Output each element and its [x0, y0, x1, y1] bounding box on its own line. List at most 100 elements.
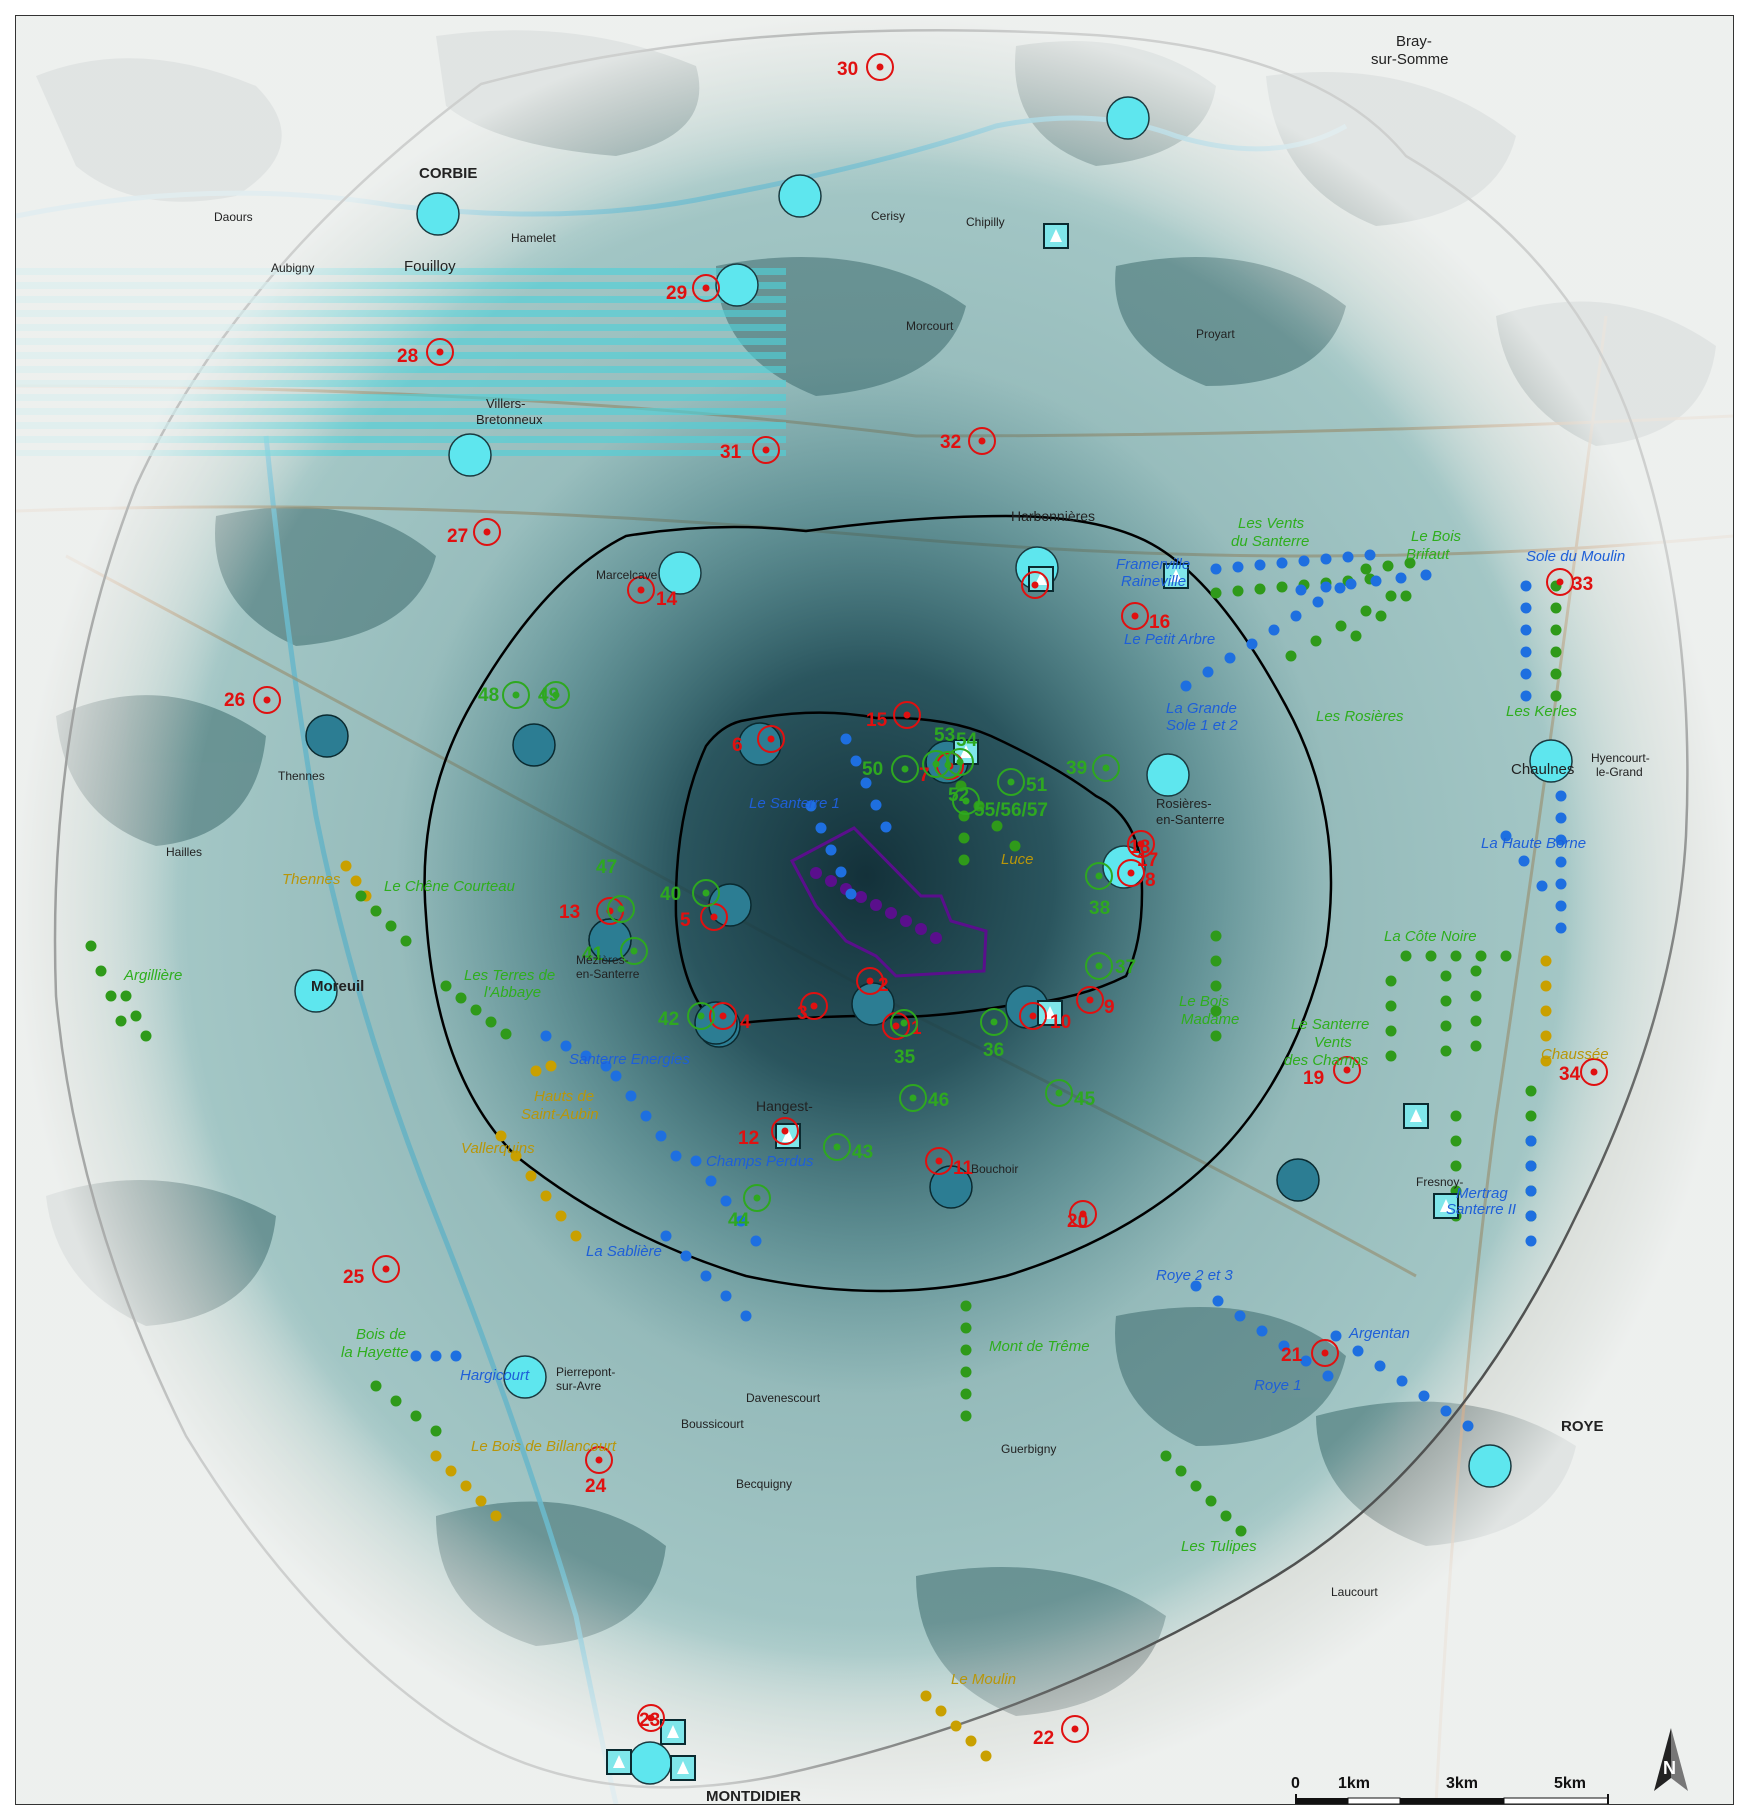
- viewpoint-green[interactable]: 37: [1085, 952, 1136, 980]
- viewpoint-green[interactable]: 36: [980, 1008, 1008, 1061]
- town-hyencourt: Hyencourt-: [1591, 751, 1650, 765]
- monument-circle[interactable]: [1102, 845, 1146, 889]
- wind-turbine: [1210, 1030, 1222, 1042]
- viewpoint-red[interactable]: 21: [1281, 1339, 1339, 1367]
- viewpoint-red[interactable]: 31: [720, 436, 780, 464]
- viewpoint-red-label: 33: [1572, 574, 1593, 595]
- viewpoint-green[interactable]: 39: [1066, 754, 1120, 782]
- wind-turbine: [690, 1155, 702, 1167]
- viewpoint-red[interactable]: 27: [447, 518, 501, 547]
- wind-turbine: [1520, 690, 1532, 702]
- viewpoint-red[interactable]: 15: [866, 701, 921, 731]
- viewpoint-red[interactable]: 14: [627, 576, 678, 610]
- viewpoint-red[interactable]: 29: [666, 274, 720, 304]
- viewpoint-green[interactable]: 45: [1045, 1079, 1096, 1110]
- wind-turbine: [1224, 652, 1236, 664]
- wind-turbine: [1470, 965, 1482, 977]
- viewpoint-red-label: 7: [919, 765, 930, 786]
- viewpoint-red[interactable]: 10: [1019, 1002, 1071, 1033]
- map-canvas[interactable]: 1234567891011121314151617181920212223242…: [16, 16, 1733, 1804]
- viewpoint-green[interactable]: 54: [946, 730, 978, 776]
- park-bois-madame-2: Madame: [1181, 1011, 1239, 1028]
- viewpoint-green[interactable]: 42: [658, 1002, 715, 1030]
- viewpoint-red[interactable]: 19: [1303, 1056, 1361, 1089]
- viewpoint-red[interactable]: 4: [709, 1002, 751, 1033]
- viewpoint-green[interactable]: 47: [596, 857, 635, 923]
- viewpoint-green[interactable]: 46: [899, 1084, 949, 1112]
- heritage-icon[interactable]: [1043, 223, 1069, 249]
- north-label: N: [1663, 1758, 1676, 1778]
- monument-circle[interactable]: [503, 1355, 547, 1399]
- viewpoint-red[interactable]: 11: [925, 1147, 974, 1179]
- viewpoint-red[interactable]: 32: [940, 427, 996, 455]
- viewpoint-green[interactable]: 35: [890, 1009, 918, 1068]
- wind-turbine: [455, 992, 467, 1004]
- monument-circle[interactable]: [658, 551, 702, 595]
- viewpoint-red[interactable]: 3: [797, 992, 828, 1024]
- park-santerre-1: Le Santerre 1: [749, 795, 840, 812]
- wind-turbine: [805, 800, 817, 812]
- viewpoint-green[interactable]: 48: [478, 681, 530, 709]
- viewpoint-red[interactable]: 23: [637, 1704, 665, 1732]
- viewpoint-red[interactable]: 30: [837, 53, 894, 81]
- monument-circle[interactable]: [1106, 96, 1150, 140]
- monument-circle[interactable]: [416, 192, 460, 236]
- viewpoint-green[interactable]: 41: [582, 937, 648, 965]
- viewpoint-red[interactable]: 22: [1033, 1715, 1089, 1749]
- viewpoint-red[interactable]: 33: [1546, 568, 1593, 596]
- viewpoint-red[interactable]: 26: [224, 686, 281, 714]
- wind-turbine: [370, 905, 382, 917]
- monument-circle[interactable]: [778, 174, 822, 218]
- viewpoint-red[interactable]: 9: [1076, 986, 1115, 1018]
- wind-turbine: [1254, 559, 1266, 571]
- viewpoint-green[interactable]: 38: [1085, 862, 1113, 919]
- viewpoint-red[interactable]: 28: [397, 338, 454, 367]
- monument-circle-hidden[interactable]: [305, 714, 349, 758]
- viewpoint-red[interactable]: 17: [1121, 602, 1158, 871]
- viewpoint-red[interactable]: 12: [738, 1117, 799, 1149]
- monument-circle-hidden[interactable]: [851, 982, 895, 1026]
- wind-turbine: [500, 1028, 512, 1040]
- viewpoint-green[interactable]: 43: [823, 1133, 873, 1163]
- park-hargicourt: Hargicourt: [460, 1367, 530, 1384]
- monument-circle[interactable]: [1529, 739, 1573, 783]
- viewpoint-red[interactable]: 2: [856, 967, 889, 996]
- monument-circle-hidden[interactable]: [694, 1001, 738, 1045]
- viewpoint-red[interactable]: 25: [343, 1255, 400, 1288]
- viewpoint-red[interactable]: 24: [585, 1446, 613, 1497]
- viewpoint-red[interactable]: 34: [1559, 1058, 1608, 1086]
- monument-circle-hidden[interactable]: [1276, 1158, 1320, 1202]
- viewpoint-red[interactable]: 16: [1021, 571, 1170, 633]
- monument-circle-hidden[interactable]: [512, 723, 556, 767]
- wind-turbine: [440, 980, 452, 992]
- wind-turbine: [640, 1110, 652, 1122]
- monument-circle[interactable]: [715, 263, 759, 307]
- viewpoint-green[interactable]: 50: [862, 755, 919, 783]
- viewpoint-green-label: 47: [596, 857, 617, 878]
- monument-circle[interactable]: [448, 433, 492, 477]
- viewpoint-red[interactable]: 20: [1067, 1200, 1097, 1232]
- monument-circle[interactable]: [294, 969, 338, 1013]
- wind-turbine: [1440, 1405, 1452, 1417]
- wind-turbine: [870, 799, 882, 811]
- viewpoint-green[interactable]: 44: [728, 1184, 771, 1231]
- wind-turbine: [340, 860, 352, 872]
- monument-icon: [1044, 1006, 1056, 1019]
- monument-circle[interactable]: [1468, 1444, 1512, 1488]
- viewpoint-green-label: 37: [1115, 957, 1136, 978]
- viewpoint-red[interactable]: 6: [732, 725, 785, 756]
- wind-turbine: [1254, 583, 1266, 595]
- monument-circle[interactable]: [1146, 753, 1190, 797]
- project-outline[interactable]: [789, 826, 988, 978]
- viewpoint-red[interactable]: 8: [1117, 859, 1156, 891]
- viewpoint-green[interactable]: 55/56/57: [952, 787, 1048, 821]
- park-raineville: Raineville: [1121, 573, 1186, 590]
- wind-turbine: [1320, 553, 1332, 565]
- viewpoint-red[interactable]: 18: [1127, 830, 1155, 858]
- viewpoint-green[interactable]: 49: [538, 681, 570, 709]
- viewpoint-green[interactable]: 51: [997, 768, 1048, 796]
- viewpoint-green[interactable]: 53: [922, 725, 955, 778]
- monument-circle[interactable]: [628, 1741, 672, 1785]
- viewpoint-green[interactable]: 40: [660, 879, 720, 907]
- viewpoint-red-label: 20: [1067, 1211, 1088, 1232]
